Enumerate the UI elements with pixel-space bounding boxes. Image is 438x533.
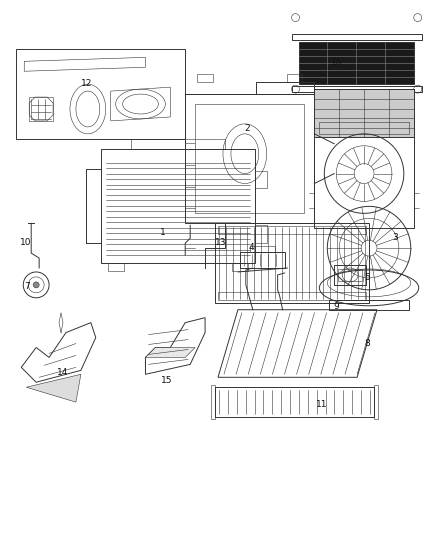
Text: 13: 13: [215, 238, 227, 247]
Text: 7: 7: [24, 282, 29, 291]
Text: 1: 1: [159, 228, 165, 237]
Bar: [29, 97, 53, 121]
Bar: [374, 385, 378, 419]
Bar: [218, 226, 366, 234]
Bar: [131, 139, 225, 149]
Text: 5: 5: [364, 272, 370, 281]
Bar: [218, 292, 366, 300]
Text: 15: 15: [161, 376, 173, 385]
Bar: [319, 122, 409, 134]
Text: 10: 10: [20, 238, 31, 247]
Bar: [101, 149, 255, 263]
Bar: [314, 89, 414, 228]
Bar: [211, 385, 215, 419]
Bar: [286, 74, 303, 82]
Ellipse shape: [33, 282, 39, 288]
Bar: [314, 89, 414, 137]
Bar: [292, 35, 422, 41]
Bar: [338, 269, 362, 281]
Text: 9: 9: [334, 302, 339, 311]
Bar: [240, 252, 285, 268]
Text: 12: 12: [81, 79, 92, 88]
Bar: [215, 387, 374, 417]
Bar: [292, 86, 422, 92]
Text: 3: 3: [392, 233, 398, 242]
Bar: [255, 171, 267, 189]
Bar: [108, 263, 124, 271]
Bar: [197, 74, 213, 82]
Bar: [215, 223, 369, 303]
Text: 11: 11: [315, 400, 327, 409]
Text: 14: 14: [57, 368, 68, 377]
Bar: [334, 265, 366, 285]
Bar: [255, 225, 267, 243]
Polygon shape: [26, 374, 81, 402]
Text: 16: 16: [331, 58, 342, 67]
Bar: [329, 300, 409, 310]
Bar: [232, 263, 248, 271]
Bar: [185, 94, 314, 223]
Bar: [16, 50, 185, 139]
Bar: [250, 246, 275, 252]
Text: 2: 2: [244, 124, 250, 133]
Bar: [195, 104, 304, 213]
Bar: [300, 43, 414, 84]
Text: 4: 4: [249, 244, 254, 253]
Polygon shape: [145, 348, 195, 358]
Text: 8: 8: [364, 339, 370, 348]
